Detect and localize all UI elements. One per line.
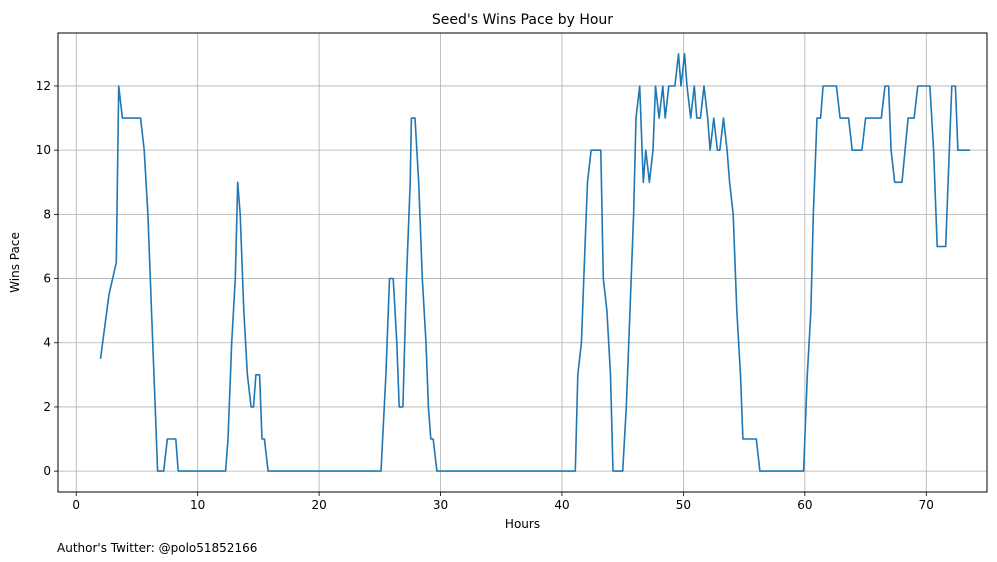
series-line-0 [99, 53, 970, 472]
y-tick-label: 6 [43, 272, 51, 286]
series-layer [99, 53, 970, 472]
y-tick-label: 12 [36, 79, 51, 93]
x-tick-label: 60 [797, 498, 812, 512]
x-tick-label: 10 [190, 498, 205, 512]
author-footnote: Author's Twitter: @polo51852166 [57, 541, 257, 555]
y-tick-label: 10 [36, 143, 51, 157]
grid [58, 33, 987, 492]
x-tick-label: 20 [311, 498, 326, 512]
chart-title: Seed's Wins Pace by Hour [432, 12, 613, 28]
x-tick-label: 70 [919, 498, 934, 512]
y-axis: 0 2 4 6 8 10 12 [36, 79, 58, 478]
y-tick-label: 0 [43, 464, 51, 478]
x-axis: 0 10 20 30 40 50 60 70 [72, 492, 934, 512]
y-axis-label: Wins Pace [8, 232, 22, 293]
x-tick-label: 0 [72, 498, 80, 512]
y-tick-label: 2 [43, 400, 51, 414]
plot-frame [57, 32, 988, 493]
x-tick-label: 50 [676, 498, 691, 512]
x-axis-label: Hours [505, 517, 540, 531]
x-tick-label: 30 [433, 498, 448, 512]
y-tick-label: 4 [43, 336, 51, 350]
x-tick-label: 40 [554, 498, 569, 512]
y-tick-label: 8 [43, 207, 51, 221]
